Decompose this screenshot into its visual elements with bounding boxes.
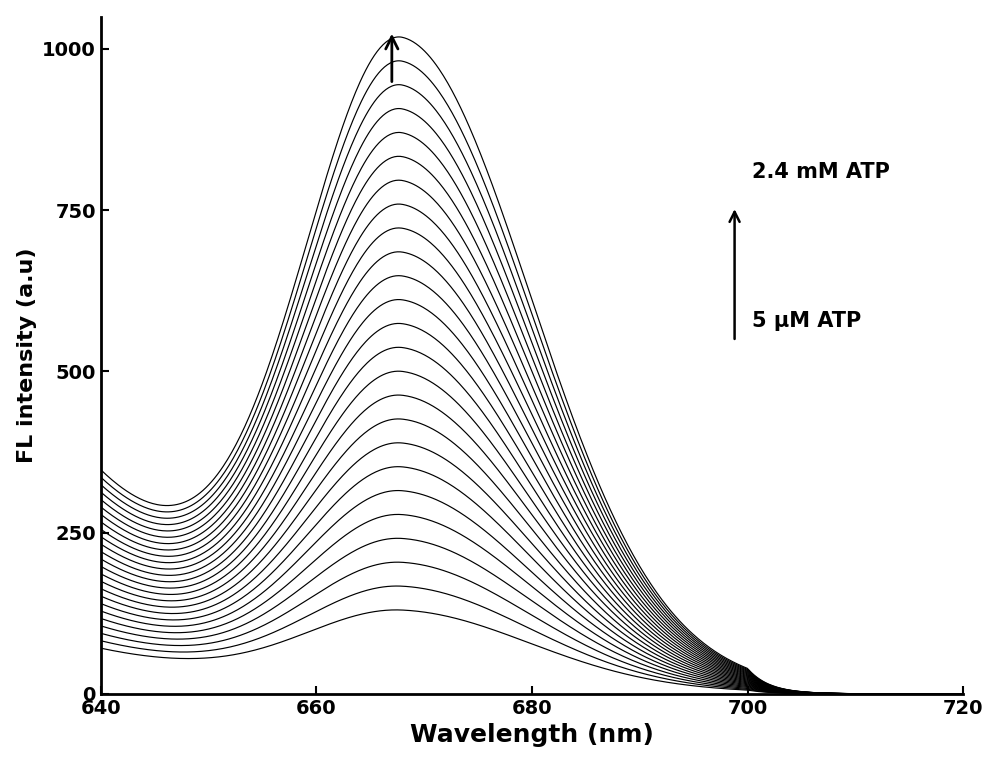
- X-axis label: Wavelength (nm): Wavelength (nm): [410, 724, 654, 747]
- Text: 5 μM ATP: 5 μM ATP: [752, 312, 861, 332]
- Text: 2.4 mM ATP: 2.4 mM ATP: [752, 163, 890, 183]
- Y-axis label: FL intensity (a.u): FL intensity (a.u): [17, 248, 37, 463]
